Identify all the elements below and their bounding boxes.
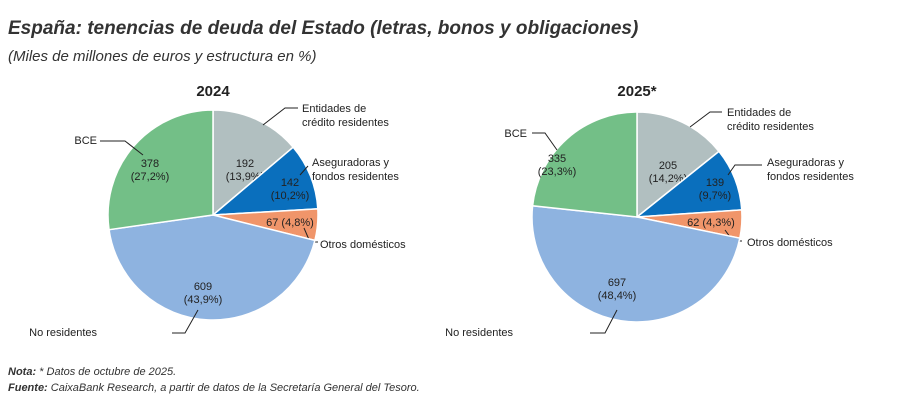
data-label-pct: (23,3%) — [538, 166, 577, 178]
pie-slice — [108, 214, 316, 321]
data-label-pct: (48,4%) — [598, 290, 637, 302]
chart-subtitle: (Miles de millones de euros y estructura… — [8, 48, 317, 65]
leader-line — [590, 309, 618, 334]
slice-label: BCE — [74, 135, 97, 147]
slice-label: Aseguradoras y — [312, 157, 390, 169]
data-label-pct: (9,7%) — [699, 190, 731, 202]
leader-line — [262, 107, 298, 126]
leader-line — [727, 164, 762, 176]
slice-label: fondos residentes — [767, 171, 854, 183]
data-label-value: 697 — [608, 277, 626, 289]
source-label: Fuente: — [8, 382, 48, 394]
pie-slice — [531, 111, 638, 218]
note-text: * Datos de octubre de 2025. — [36, 366, 177, 378]
data-label-pct: (43,9%) — [184, 294, 223, 306]
data-label-value: 335 — [548, 153, 566, 165]
leader-line — [299, 165, 309, 176]
slice-label: BCE — [504, 128, 527, 140]
pie-title: 2025* — [617, 83, 656, 100]
pie-slice — [636, 111, 721, 219]
slice-label: Aseguradoras y — [767, 157, 845, 169]
note-label: Nota: — [8, 366, 37, 378]
slice-label: No residentes — [29, 327, 97, 339]
pie-slice — [107, 109, 214, 231]
leader-line — [532, 132, 558, 151]
data-label-pct: (10,2%) — [271, 190, 310, 202]
slice-label: No residentes — [445, 327, 513, 339]
leader-line — [172, 309, 199, 334]
leader-line — [100, 140, 144, 156]
leader-line — [689, 111, 722, 128]
data-label: 62 (4,3%) — [687, 217, 735, 229]
slice-label: crédito residentes — [302, 117, 389, 129]
data-label-value: 205 — [659, 160, 677, 172]
slice-label: Otros domésticos — [320, 239, 406, 251]
slice-label: Otros domésticos — [747, 237, 833, 249]
slice-label: fondos residentes — [312, 171, 399, 183]
slice-label: Entidades de — [727, 107, 791, 119]
data-label-value: 139 — [706, 177, 724, 189]
data-label-value: 378 — [141, 158, 159, 170]
pie-slice — [531, 204, 741, 323]
chart-title: España: tenencias de deuda del Estado (l… — [8, 18, 639, 39]
data-label-pct: (14,2%) — [649, 173, 688, 185]
source: Fuente: CaixaBank Research, a partir de … — [8, 382, 420, 394]
data-label: 67 (4,8%) — [266, 217, 314, 229]
data-label-value: 142 — [281, 177, 299, 189]
data-label-value: 609 — [194, 281, 212, 293]
slice-label: crédito residentes — [727, 121, 814, 133]
source-text: CaixaBank Research, a partir de datos de… — [47, 382, 420, 394]
note: Nota: * Datos de octubre de 2025. — [8, 366, 176, 378]
pie-title: 2024 — [196, 83, 230, 100]
pie-slice — [212, 109, 295, 217]
data-label-value: 192 — [236, 158, 254, 170]
slice-label: Entidades de — [302, 103, 366, 115]
data-label-pct: (27,2%) — [131, 171, 170, 183]
